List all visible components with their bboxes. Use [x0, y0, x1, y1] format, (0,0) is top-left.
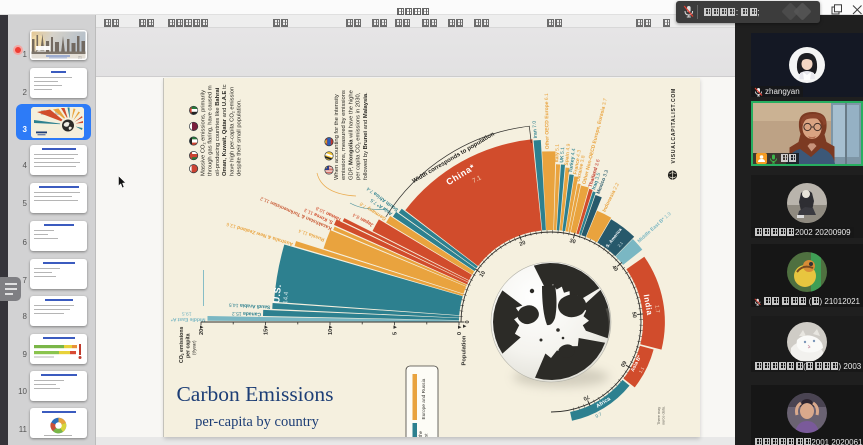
svg-text:per capita: per capita	[186, 333, 192, 358]
svg-text:Spain 4.9: Spain 4.9	[564, 143, 572, 166]
svg-text:Thailand 3.6: Thailand 3.6	[588, 158, 602, 188]
svg-text:Other OECD Europe 6.1: Other OECD Europe 6.1	[544, 93, 551, 149]
svg-text:60: 60	[619, 359, 627, 367]
svg-text:Mexico 3.3: Mexico 3.3	[596, 169, 611, 195]
svg-text:40: 40	[610, 264, 619, 273]
svg-text:CO2 emissions: CO2 emissions	[179, 327, 185, 363]
svg-text:5: 5	[393, 332, 399, 335]
svg-text:(t/year): (t/year)	[192, 340, 197, 355]
svg-text:Carbon Emissions: Carbon Emissions	[176, 382, 333, 406]
svg-text:France 4.3: France 4.3	[573, 149, 583, 175]
svg-text:21: 21	[78, 56, 82, 60]
svg-text:Europe and Russia: Europe and Russia	[421, 378, 427, 419]
svg-text:per capita CO2 emissions in 20: per capita CO2 emissions in 2030,	[356, 92, 362, 180]
svg-text:Population: Population	[462, 335, 468, 365]
svg-text:emissions, measured by emissio: emissions, measured by emissions	[341, 90, 347, 180]
svg-text:followed by Brunei and Malaysi: followed by Brunei and Malaysia.	[363, 92, 369, 180]
svg-text:10: 10	[479, 270, 487, 278]
svg-text:Turkey 4.4: Turkey 4.4	[568, 148, 577, 173]
svg-text:have high per-capita CO2 emiss: have high per-capita CO2 emission	[229, 87, 235, 176]
svg-text:When accounting for the intens: When accounting for the intensity	[334, 94, 340, 180]
svg-text:20: 20	[199, 329, 205, 335]
svg-text:despite their small population: despite their small population.	[237, 99, 243, 176]
svg-text:UK 5.1: UK 5.1	[559, 147, 566, 163]
svg-text:India: India	[642, 294, 655, 316]
svg-text:oil-producing countries like B: oil-producing countries like Bahrai	[215, 87, 221, 176]
svg-text:Oman, Kuwait, Qatar and U.A.E: Oman, Kuwait, Qatar and U.A.E tc	[222, 84, 228, 176]
svg-text:0: 0	[457, 332, 463, 335]
svg-text:Massive CO2 emissions, primari: Massive CO2 emissions, primarily	[201, 90, 207, 176]
svg-text:70: 70	[582, 393, 590, 401]
svg-text:30: 30	[569, 238, 576, 245]
svg-text:Italy 5.1: Italy 5.1	[554, 144, 561, 163]
svg-text:the: the	[418, 430, 423, 437]
svg-text:st: st	[424, 433, 429, 437]
svg-text:50: 50	[630, 312, 637, 319]
svg-text:20: 20	[519, 240, 527, 248]
svg-text:per-capita by country: per-capita by country	[195, 414, 319, 430]
svg-text:7.1: 7.1	[471, 174, 483, 185]
svg-text:Iran 7.0: Iran 7.0	[532, 120, 539, 138]
svg-text:Saudi Arabia 14.5: Saudi Arabia 14.5	[229, 301, 271, 309]
svg-text:Middle East A*19.5: Middle East A*19.5	[171, 310, 206, 322]
svg-text:2.1: 2.1	[616, 240, 624, 248]
svg-text:Russia 11.4: Russia 11.4	[298, 227, 326, 242]
svg-text:15: 15	[264, 329, 270, 335]
svg-text:14.4: 14.4	[282, 291, 290, 304]
svg-text:There may: There may	[657, 407, 661, 425]
svg-text:1.7: 1.7	[653, 305, 660, 313]
svg-text:VISUALCAPITALIST.COM: VISUALCAPITALIST.COM	[671, 88, 677, 164]
svg-text:Ukraine 3.8: Ukraine 3.8	[576, 155, 587, 183]
svg-text:Iraq 3.5: Iraq 3.5	[591, 172, 602, 191]
svg-text:10: 10	[328, 329, 334, 335]
svg-text:U.S.: U.S.	[271, 284, 283, 304]
svg-text:GDP, Mongolia will have the hi: GDP, Mongolia will have the highe	[348, 90, 354, 180]
svg-text:ource data.: ource data.	[662, 406, 666, 425]
svg-text:0: 0	[465, 320, 471, 323]
svg-text:1.1: 1.1	[638, 366, 646, 374]
svg-text:Canada 15.2: Canada 15.2	[232, 310, 262, 317]
svg-text:0.7: 0.7	[594, 411, 602, 419]
svg-text:through gas flaring, have caus: through gas flaring, have caused m	[208, 85, 214, 176]
